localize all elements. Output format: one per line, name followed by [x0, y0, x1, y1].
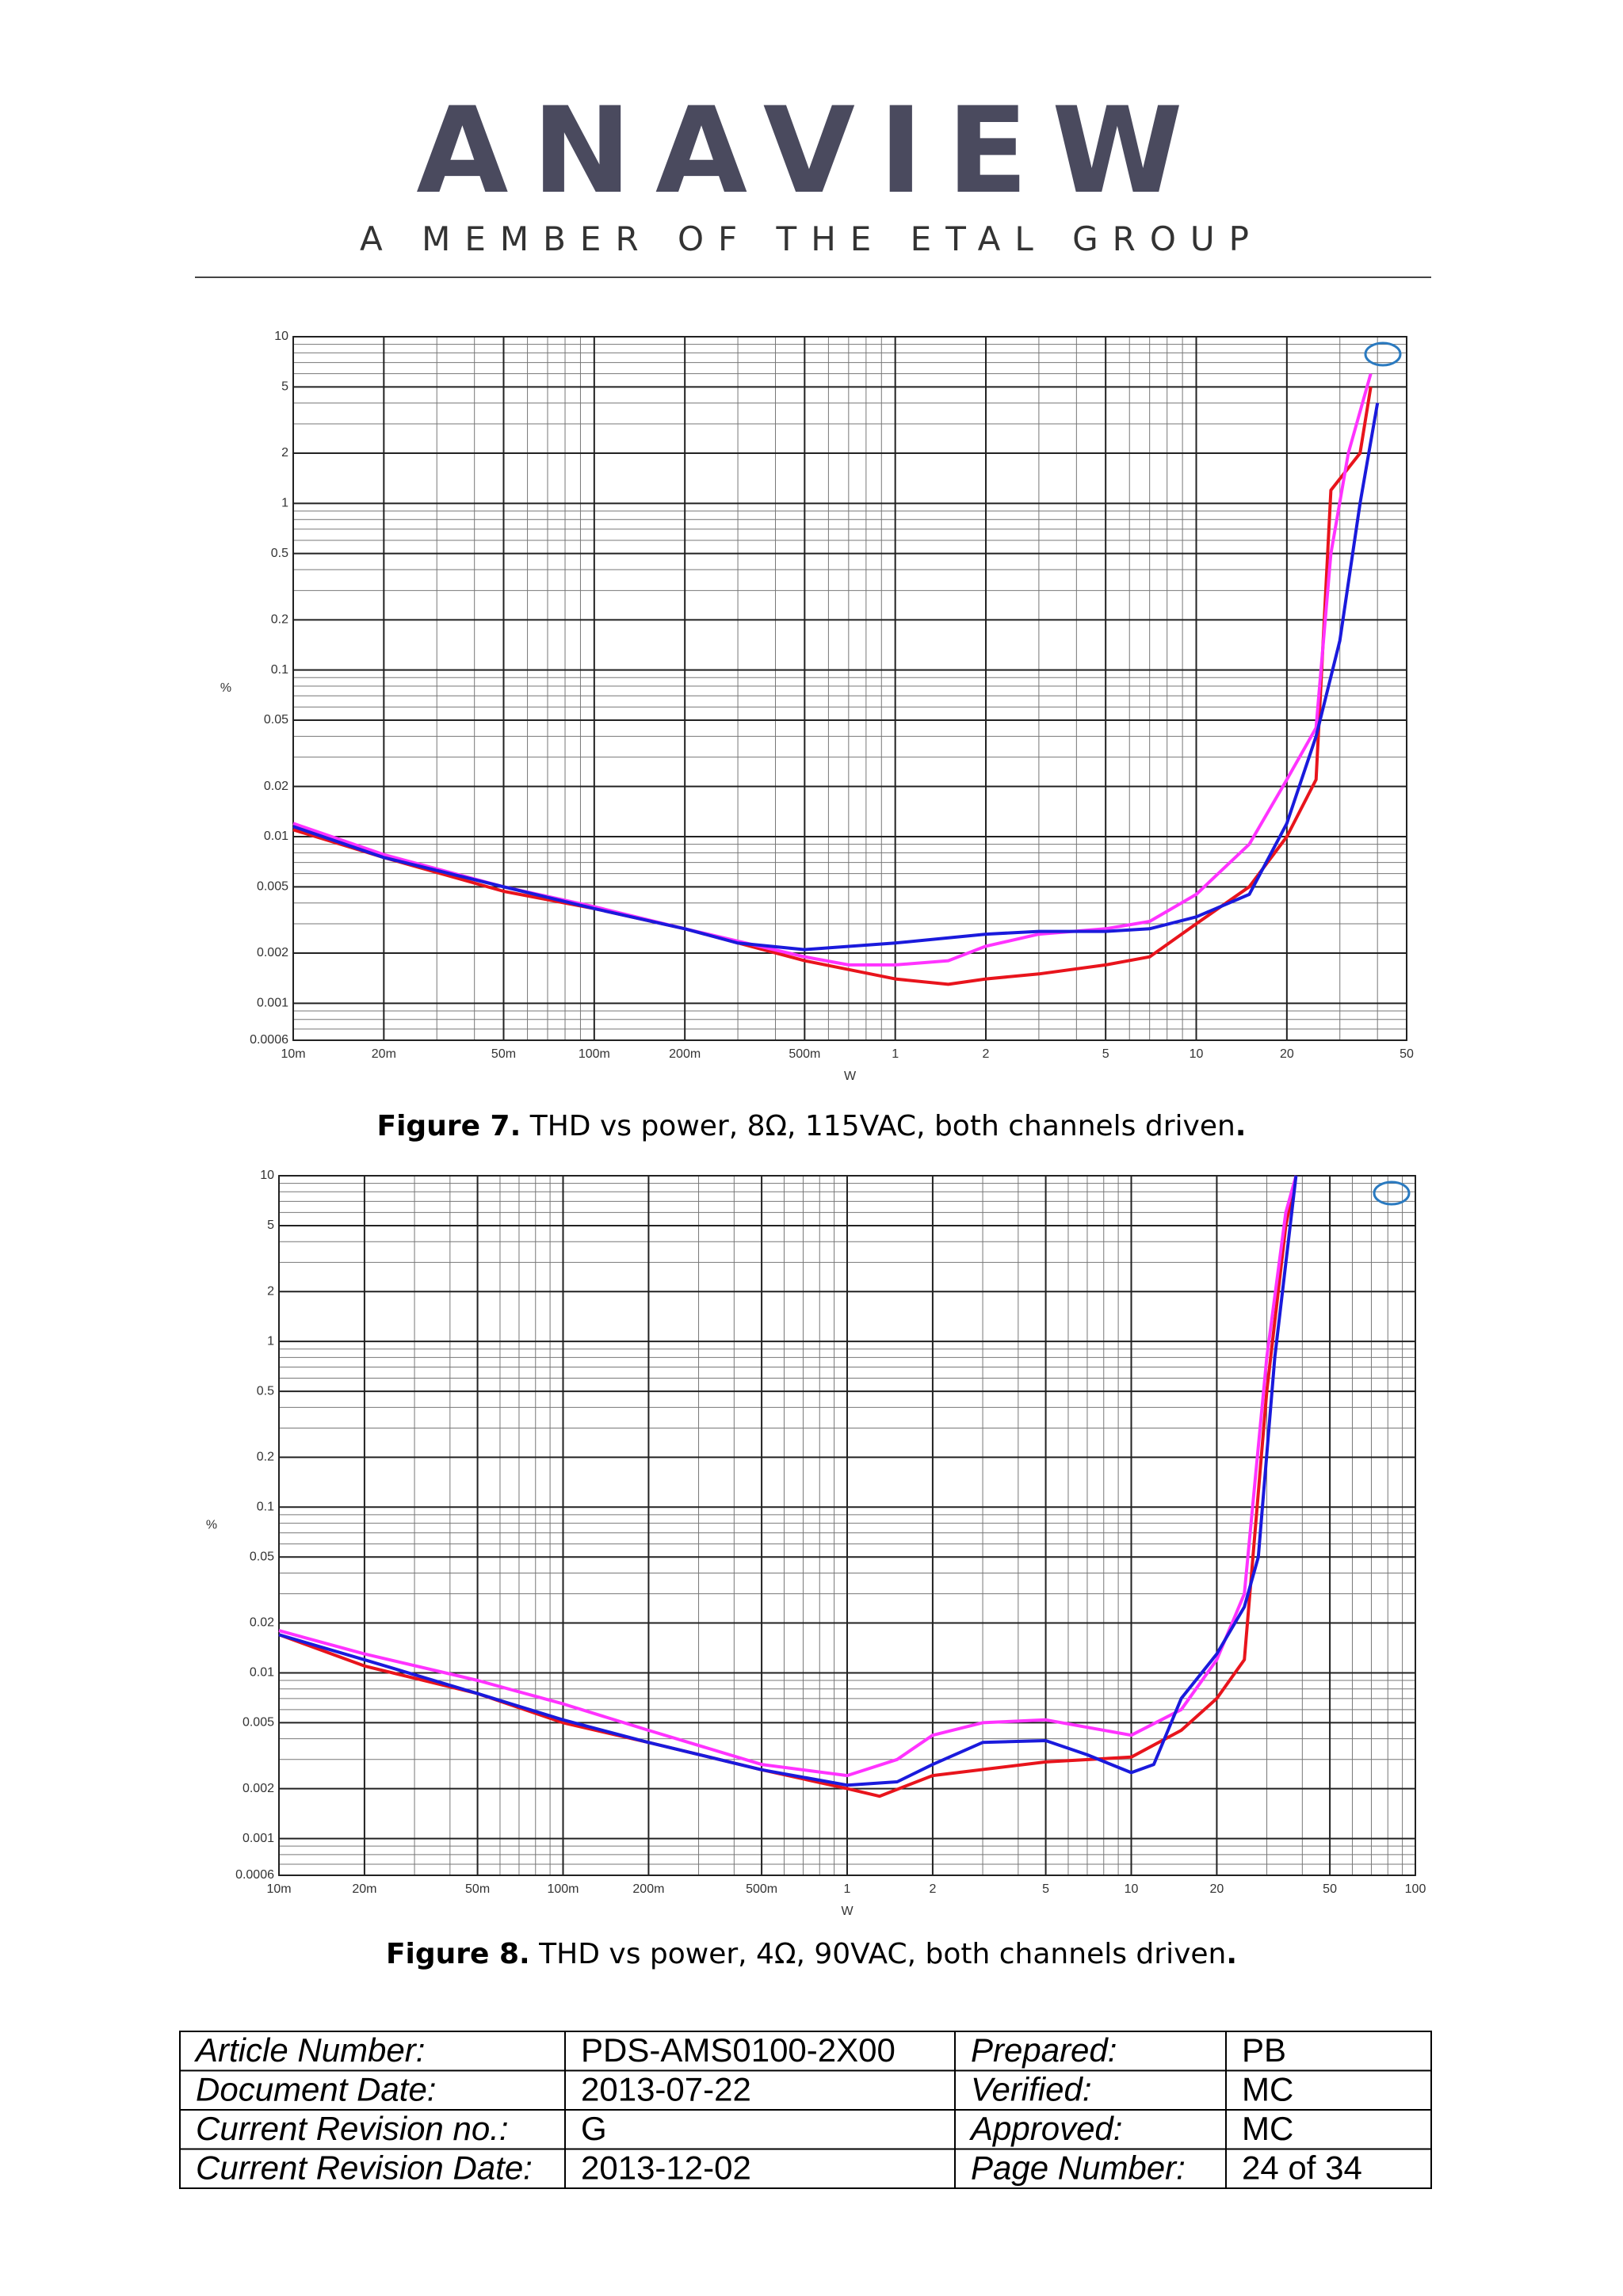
table-cell: Article Number:: [193, 2031, 425, 2069]
table-cell: Verified:: [971, 2070, 1092, 2107]
x-tick-label: 500m: [789, 1047, 820, 1061]
caption-text: THD vs power, 8Ω, 115VAC, both channels …: [529, 1110, 1235, 1142]
table-cell: 2013-12-02: [581, 2149, 751, 2186]
y-tick-label: 0.05: [264, 713, 288, 727]
y-tick-label: 0.02: [264, 780, 288, 793]
x-tick-label: 20: [1280, 1047, 1294, 1061]
x-tick-label: 10: [1190, 1047, 1204, 1061]
table-cell: 2013-07-22: [581, 2070, 751, 2107]
y-tick-label: 10: [260, 1169, 274, 1182]
x-tick-label: 5: [1102, 1047, 1109, 1061]
y-tick-label: 5: [267, 1219, 274, 1232]
series-line: [278, 1175, 1298, 1787]
table-cell: Current Revision no.:: [196, 2110, 509, 2147]
x-tick-label: 50: [1323, 1882, 1337, 1896]
y-tick-label: 0.005: [257, 880, 288, 894]
y-axis-label: %: [206, 1519, 217, 1532]
tagline: A MEMBER OF THE ETAL GROUP: [360, 219, 1263, 258]
table-cell: Current Revision Date:: [196, 2149, 533, 2186]
x-tick-label: 2: [983, 1047, 990, 1061]
y-tick-label: 0.2: [257, 1451, 274, 1464]
chart: 10m 20m 50m 100m 200m 500m 1 2 5 10 20 50 100 10 5 2 1 0.…: [206, 1169, 1426, 1918]
series-line: [278, 1175, 1298, 1798]
x-tick-label: 50m: [491, 1047, 516, 1061]
x-tick-label: 10m: [281, 1047, 305, 1061]
x-axis-label: W: [841, 1905, 854, 1918]
figure-caption: Figure 8. THD vs power, 4Ω, 90VAC, both …: [386, 1938, 1237, 1970]
caption-end: .: [1235, 1110, 1247, 1142]
series-line: [278, 1175, 1298, 1778]
y-axis-label: %: [220, 681, 231, 695]
x-tick-label: 200m: [632, 1882, 664, 1896]
table-cell: MC: [1242, 2110, 1293, 2147]
x-tick-label: 10: [1125, 1882, 1139, 1896]
table-cell: MC: [1242, 2070, 1293, 2107]
y-tick-label: 2: [267, 1284, 274, 1298]
y-tick-label: 0.1: [271, 663, 288, 677]
caption-end: .: [1226, 1938, 1237, 1970]
y-tick-label: 0.005: [242, 1716, 274, 1730]
table-cell: 24 of 34: [1242, 2149, 1362, 2186]
ap-logo: [1364, 341, 1402, 367]
x-tick-label: 1: [892, 1047, 899, 1061]
chart: 10m 20m 50m 100m 200m 500m 1 2 5 10 20 50 10 5 2 1 0.5 0.…: [220, 330, 1414, 1083]
y-tick-label: 0.01: [250, 1666, 274, 1680]
ap-logo: [1373, 1180, 1411, 1206]
y-tick-label: 0.002: [242, 1782, 274, 1795]
y-tick-label: 0.5: [257, 1384, 274, 1398]
y-tick-label: 0.01: [264, 830, 288, 843]
y-tick-label: 0.0006: [235, 1868, 274, 1882]
series-line: [292, 402, 1380, 952]
y-tick-label: 2: [281, 446, 288, 460]
y-tick-label: 0.5: [271, 547, 288, 560]
x-tick-label: 50m: [465, 1882, 490, 1896]
table-cell: PDS-AMS0100-2X00: [581, 2031, 896, 2069]
table-cell: Document Date:: [196, 2070, 436, 2107]
y-tick-label: 0.001: [242, 1832, 274, 1845]
x-tick-label: 1: [844, 1882, 851, 1896]
x-tick-label: 500m: [746, 1882, 777, 1896]
caption-label: Figure 8.: [386, 1938, 530, 1970]
x-tick-label: 100: [1405, 1882, 1426, 1896]
y-tick-label: 1: [281, 497, 288, 510]
table-cell: Approved:: [968, 2110, 1122, 2147]
caption-label: Figure 7.: [377, 1110, 521, 1142]
x-tick-label: 2: [929, 1882, 936, 1896]
x-tick-label: 10m: [266, 1882, 291, 1896]
x-tick-label: 20m: [372, 1047, 396, 1061]
y-tick-label: 0.002: [257, 946, 288, 959]
x-tick-label: 100m: [547, 1882, 579, 1896]
x-tick-label: 50: [1400, 1047, 1414, 1061]
x-tick-label: 20m: [352, 1882, 376, 1896]
table-cell: Prepared:: [971, 2031, 1117, 2069]
caption-text: THD vs power, 4Ω, 90VAC, both channels d…: [538, 1938, 1226, 1970]
y-tick-label: 0.2: [271, 613, 288, 627]
y-tick-label: 0.1: [257, 1501, 274, 1514]
y-tick-label: 10: [274, 330, 288, 343]
plot-area: [292, 336, 1407, 1041]
x-axis-label: W: [844, 1070, 857, 1083]
x-tick-label: 100m: [579, 1047, 610, 1061]
table-cell: PB: [1242, 2031, 1286, 2069]
y-tick-label: 5: [281, 380, 288, 394]
y-tick-label: 0.02: [250, 1616, 274, 1630]
x-tick-label: 200m: [669, 1047, 701, 1061]
x-tick-label: 20: [1210, 1882, 1224, 1896]
table-cell: G: [581, 2110, 607, 2147]
table-cell: Page Number:: [971, 2149, 1186, 2186]
y-tick-label: 1: [267, 1334, 274, 1348]
y-tick-label: 0.001: [257, 997, 288, 1010]
y-tick-label: 0.05: [250, 1550, 274, 1563]
figure-caption: Figure 7. THD vs power, 8Ω, 115VAC, both…: [377, 1110, 1247, 1142]
x-tick-label: 5: [1042, 1882, 1049, 1896]
logo: ANAVIEW: [416, 82, 1206, 220]
y-tick-label: 0.0006: [250, 1033, 288, 1047]
